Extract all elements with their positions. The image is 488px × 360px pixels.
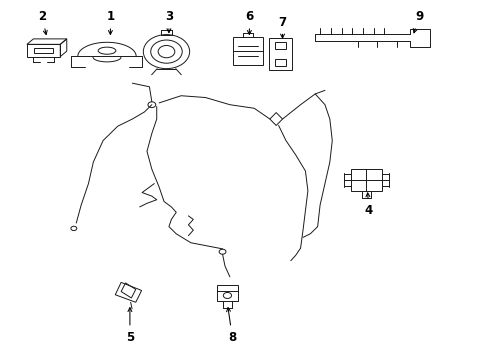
Text: 6: 6 [245, 10, 253, 35]
Text: 7: 7 [278, 16, 286, 38]
Text: 9: 9 [412, 10, 422, 33]
Text: 5: 5 [125, 308, 134, 343]
Text: 1: 1 [106, 10, 114, 35]
Text: 4: 4 [364, 193, 372, 217]
Text: 2: 2 [38, 10, 47, 35]
Text: 8: 8 [226, 307, 236, 343]
Text: 3: 3 [164, 10, 173, 33]
